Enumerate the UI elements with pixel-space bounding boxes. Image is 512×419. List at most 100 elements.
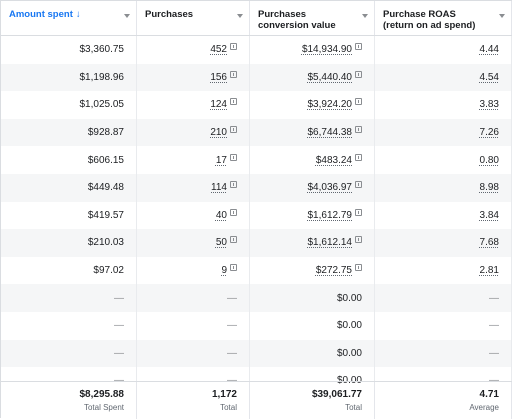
info-icon[interactable]: [355, 70, 362, 78]
cell-value: —: [227, 292, 237, 304]
cell-value[interactable]: $14,934.90: [301, 44, 352, 56]
cell-roas: 7.68: [375, 229, 512, 257]
info-icon[interactable]: [355, 43, 362, 51]
cell-amount-spent: $1,198.96: [1, 63, 137, 92]
table-row: $97.02 9 $272.75 2.81: [1, 256, 512, 285]
cell-value[interactable]: 2.81: [479, 265, 499, 277]
cell-amount-spent: $3,360.75: [1, 36, 137, 64]
cell-value[interactable]: $1,612.14: [307, 237, 353, 249]
info-icon[interactable]: [230, 208, 237, 216]
cell-value: $928.87: [87, 127, 124, 139]
cell-amount-spent: $419.57: [1, 201, 137, 230]
cell-conversion-value: $272.75: [250, 256, 375, 285]
cell-value[interactable]: $5,440.40: [307, 71, 353, 83]
info-icon[interactable]: [230, 98, 237, 106]
cell-purchases: 210: [137, 118, 250, 147]
summary-value: 4.71: [479, 389, 499, 400]
cell-value[interactable]: 156: [210, 71, 227, 83]
column-header-label: Purchases: [145, 9, 194, 20]
cell-purchases: —: [137, 311, 250, 340]
cell-value: —: [227, 320, 237, 332]
table-row: — — $0.00 —: [1, 311, 512, 340]
summary-value: $8,295.88: [79, 389, 125, 400]
cell-value[interactable]: 40: [215, 209, 227, 221]
cell-value[interactable]: $272.75: [315, 265, 352, 277]
summary-label: Average: [469, 403, 499, 412]
cell-amount-spent: —: [1, 339, 137, 368]
table-row: $449.48 114 $4,036.97 8.98: [1, 173, 512, 202]
cell-value[interactable]: 452: [210, 44, 227, 56]
info-icon[interactable]: [230, 70, 237, 78]
cell-conversion-value: $0.00: [250, 367, 375, 395]
chevron-down-icon[interactable]: [124, 14, 130, 18]
cell-amount-spent: $210.03: [1, 229, 137, 257]
summary-cell-purchases: 1,172 Total: [137, 382, 250, 419]
cell-value[interactable]: 9: [221, 265, 227, 277]
info-icon[interactable]: [355, 208, 362, 216]
cell-value[interactable]: 7.26: [479, 127, 499, 139]
column-header-conversion-value[interactable]: Purchases conversion value: [250, 1, 375, 35]
cell-value: $1,025.05: [79, 99, 125, 111]
info-icon[interactable]: [355, 264, 362, 272]
cell-roas: 0.80: [375, 146, 512, 174]
cell-amount-spent: —: [1, 367, 137, 395]
info-icon[interactable]: [230, 236, 237, 244]
cell-value[interactable]: $3,924.20: [307, 99, 353, 111]
cell-purchases: 124: [137, 91, 250, 119]
cell-value[interactable]: 124: [210, 99, 227, 111]
info-icon[interactable]: [230, 126, 237, 134]
summary-cell-roas: 4.71 Average: [375, 382, 512, 419]
cell-value[interactable]: 50: [215, 237, 227, 249]
cell-value: $1,198.96: [79, 71, 125, 83]
cell-value: —: [489, 320, 499, 332]
cell-purchases: —: [137, 339, 250, 368]
cell-value[interactable]: 4.54: [479, 71, 499, 83]
info-icon[interactable]: [355, 126, 362, 134]
column-header-label: Purchases conversion value: [258, 9, 336, 31]
cell-value[interactable]: 17: [215, 154, 227, 166]
cell-value[interactable]: 114: [211, 182, 227, 194]
cell-value[interactable]: 4.44: [479, 44, 499, 56]
column-header-roas[interactable]: Purchase ROAS (return on ad spend): [375, 1, 512, 35]
column-header-amount-spent[interactable]: Amount spent ↓: [1, 1, 137, 35]
table-row: $3,360.75 452 $14,934.90 4.44: [1, 36, 512, 64]
cell-value: $210.03: [87, 237, 124, 249]
cell-value[interactable]: $6,744.38: [307, 127, 353, 139]
chevron-down-icon[interactable]: [237, 14, 243, 18]
column-header-label: Purchase ROAS (return on ad spend): [383, 9, 476, 31]
cell-roas: 4.44: [375, 36, 512, 64]
summary-row: $8,295.88 Total Spent 1,172 Total $39,06…: [1, 381, 512, 419]
cell-value[interactable]: 3.84: [479, 209, 499, 221]
cell-value[interactable]: $1,612.79: [307, 209, 353, 221]
info-icon[interactable]: [230, 43, 237, 51]
cell-roas: —: [375, 339, 512, 368]
chevron-down-icon[interactable]: [499, 14, 505, 18]
cell-value[interactable]: 0.80: [479, 154, 499, 166]
cell-roas: —: [375, 284, 512, 312]
cell-roas: 2.81: [375, 256, 512, 285]
summary-label: Total: [220, 403, 237, 412]
cell-value[interactable]: $4,036.97: [307, 182, 353, 194]
cell-conversion-value: $6,744.38: [250, 118, 375, 147]
cell-conversion-value: $3,924.20: [250, 91, 375, 119]
cell-value[interactable]: 210: [210, 127, 227, 139]
cell-value[interactable]: 3.83: [479, 99, 499, 111]
cell-purchases: 452: [137, 36, 250, 64]
info-icon[interactable]: [355, 98, 362, 106]
column-header-purchases[interactable]: Purchases: [137, 1, 250, 35]
cell-value: —: [227, 375, 237, 387]
info-icon[interactable]: [230, 153, 237, 161]
cell-value[interactable]: 7.68: [479, 237, 499, 249]
info-icon[interactable]: [355, 236, 362, 244]
info-icon[interactable]: [355, 153, 362, 161]
table-row: — — $0.00 —: [1, 339, 512, 368]
info-icon[interactable]: [355, 181, 362, 189]
cell-value[interactable]: 8.98: [479, 182, 499, 194]
cell-value[interactable]: $483.24: [315, 154, 352, 166]
summary-value: $39,061.77: [311, 389, 362, 400]
info-icon[interactable]: [230, 264, 237, 272]
column-header-label: Amount spent: [9, 9, 73, 20]
chevron-down-icon[interactable]: [362, 14, 368, 18]
cell-value: —: [114, 375, 124, 387]
info-icon[interactable]: [230, 181, 237, 189]
